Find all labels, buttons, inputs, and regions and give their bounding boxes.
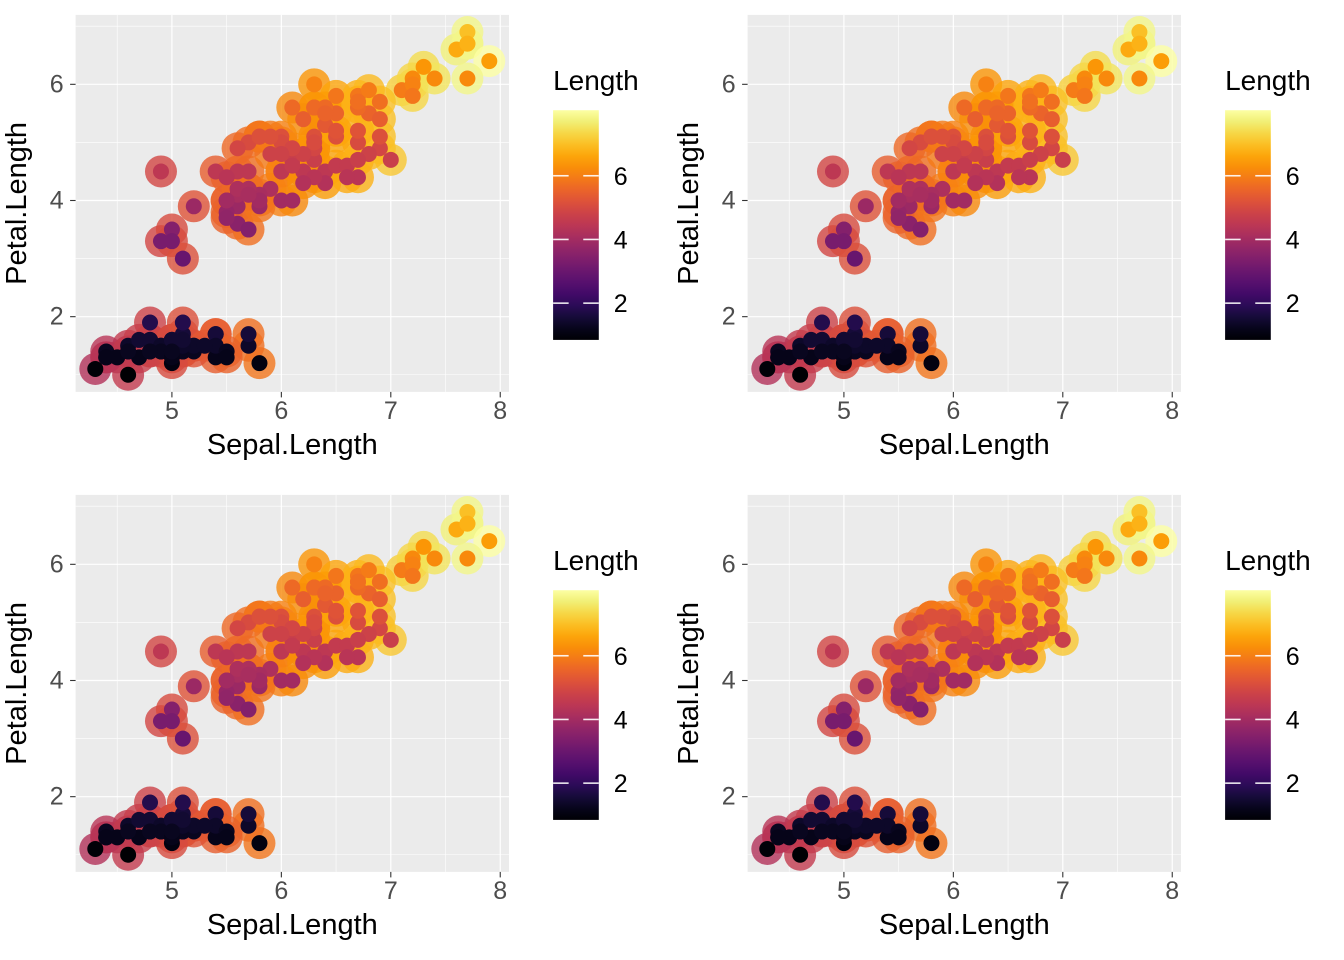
svg-text:8: 8	[1165, 397, 1179, 425]
svg-text:Length: Length	[1225, 545, 1311, 576]
svg-text:2: 2	[50, 303, 64, 331]
svg-text:7: 7	[1056, 397, 1070, 425]
svg-text:6: 6	[1286, 163, 1300, 191]
svg-text:Sepal.Length: Sepal.Length	[879, 429, 1050, 461]
svg-text:6: 6	[946, 877, 960, 905]
svg-text:8: 8	[493, 877, 507, 905]
svg-text:Length: Length	[1225, 65, 1311, 96]
svg-text:2: 2	[722, 303, 736, 331]
svg-text:Sepal.Length: Sepal.Length	[879, 909, 1050, 941]
svg-text:7: 7	[384, 397, 398, 425]
svg-text:Length: Length	[553, 545, 639, 576]
svg-text:8: 8	[493, 397, 507, 425]
svg-text:2: 2	[50, 783, 64, 811]
svg-text:4: 4	[50, 667, 64, 695]
svg-text:6: 6	[614, 643, 628, 671]
svg-text:8: 8	[1165, 877, 1179, 905]
svg-text:2: 2	[1286, 770, 1300, 798]
svg-text:4: 4	[1286, 226, 1300, 254]
svg-text:5: 5	[837, 877, 851, 905]
svg-text:6: 6	[946, 397, 960, 425]
svg-text:2: 2	[722, 783, 736, 811]
svg-text:5: 5	[165, 877, 179, 905]
svg-text:4: 4	[722, 187, 736, 215]
svg-text:2: 2	[614, 770, 628, 798]
svg-text:4: 4	[50, 187, 64, 215]
svg-text:4: 4	[614, 226, 628, 254]
svg-text:4: 4	[722, 667, 736, 695]
svg-text:2: 2	[614, 290, 628, 318]
svg-text:6: 6	[722, 550, 736, 578]
svg-text:Length: Length	[553, 65, 639, 96]
svg-text:Petal.Length: Petal.Length	[673, 602, 705, 765]
svg-text:7: 7	[1056, 877, 1070, 905]
svg-text:6: 6	[274, 877, 288, 905]
svg-text:7: 7	[384, 877, 398, 905]
svg-text:Sepal.Length: Sepal.Length	[207, 429, 378, 461]
svg-text:5: 5	[837, 397, 851, 425]
svg-text:6: 6	[614, 163, 628, 191]
svg-text:Petal.Length: Petal.Length	[1, 602, 33, 765]
svg-text:2: 2	[1286, 290, 1300, 318]
svg-text:4: 4	[1286, 706, 1300, 734]
svg-text:Sepal.Length: Sepal.Length	[207, 909, 378, 941]
svg-text:6: 6	[274, 397, 288, 425]
svg-text:6: 6	[1286, 643, 1300, 671]
svg-text:Petal.Length: Petal.Length	[673, 122, 705, 285]
svg-text:6: 6	[722, 70, 736, 98]
svg-text:6: 6	[50, 550, 64, 578]
svg-text:4: 4	[614, 706, 628, 734]
svg-text:Petal.Length: Petal.Length	[1, 122, 33, 285]
svg-text:5: 5	[165, 397, 179, 425]
svg-text:6: 6	[50, 70, 64, 98]
